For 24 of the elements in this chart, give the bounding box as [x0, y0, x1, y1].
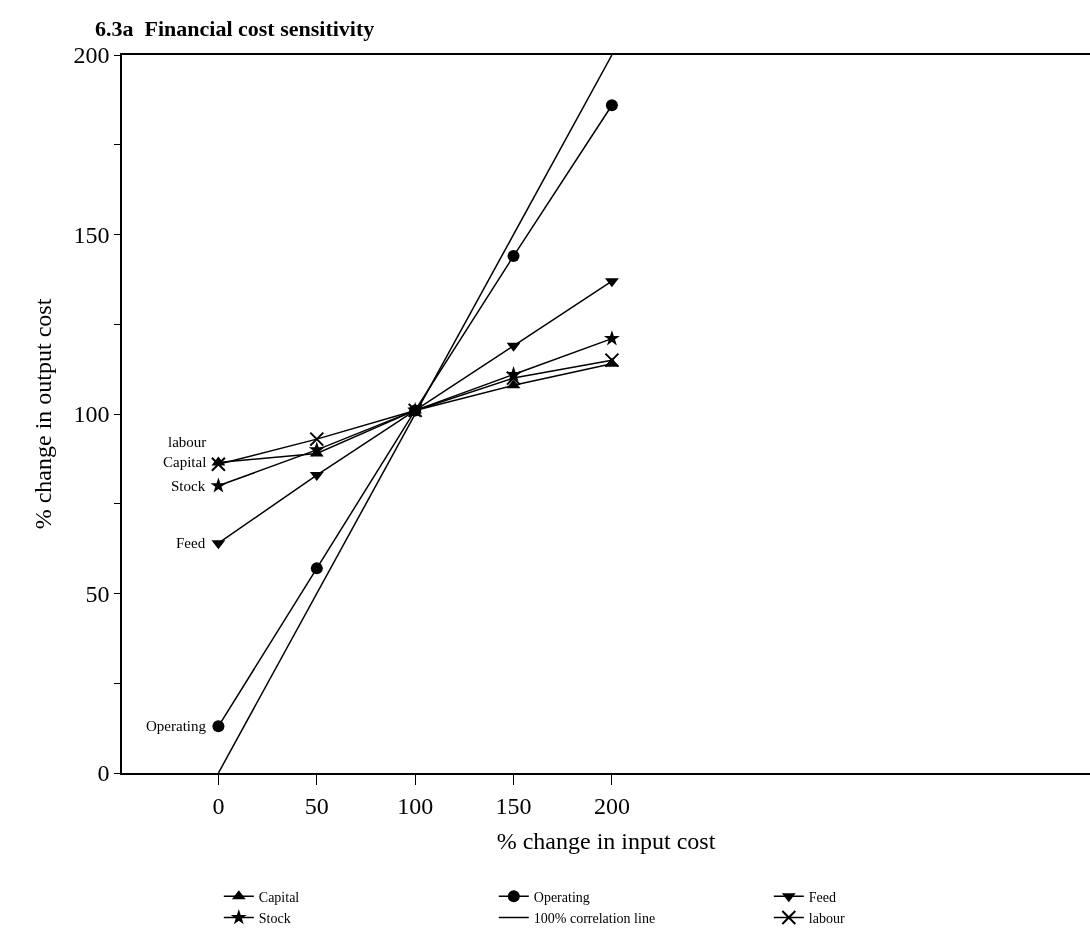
- y-tick-label: 200: [73, 42, 110, 69]
- legend-label: 100% correlation line: [533, 910, 656, 926]
- legend-label: Capital: [258, 889, 300, 905]
- y-tick-label: 100: [73, 401, 110, 428]
- annotation: Capital: [163, 454, 207, 470]
- legend-label: Stock: [258, 910, 291, 926]
- x-tick-label: 100: [397, 792, 434, 819]
- y-axis-title: % change in output cost: [30, 298, 57, 530]
- x-axis-title: % change in input cost: [496, 828, 716, 855]
- x-tick-label: 0: [212, 792, 225, 819]
- y-tick-label: 50: [85, 580, 110, 607]
- annotation: Stock: [171, 478, 206, 494]
- x-tick-label: 200: [593, 792, 630, 819]
- annotation: Operating: [146, 718, 207, 734]
- x-tick-label: 150: [495, 792, 532, 819]
- y-tick-label: 0: [97, 760, 110, 787]
- annotation: labour: [168, 434, 207, 450]
- legend-label: Feed: [808, 889, 837, 905]
- y-tick-label: 150: [73, 221, 110, 248]
- legend-label: labour: [808, 910, 845, 926]
- legend-label: Operating: [533, 889, 590, 905]
- x-tick-label: 50: [304, 792, 329, 819]
- chart-title: 6.3a Financial cost sensitivity: [95, 15, 375, 41]
- annotation: Feed: [176, 535, 206, 551]
